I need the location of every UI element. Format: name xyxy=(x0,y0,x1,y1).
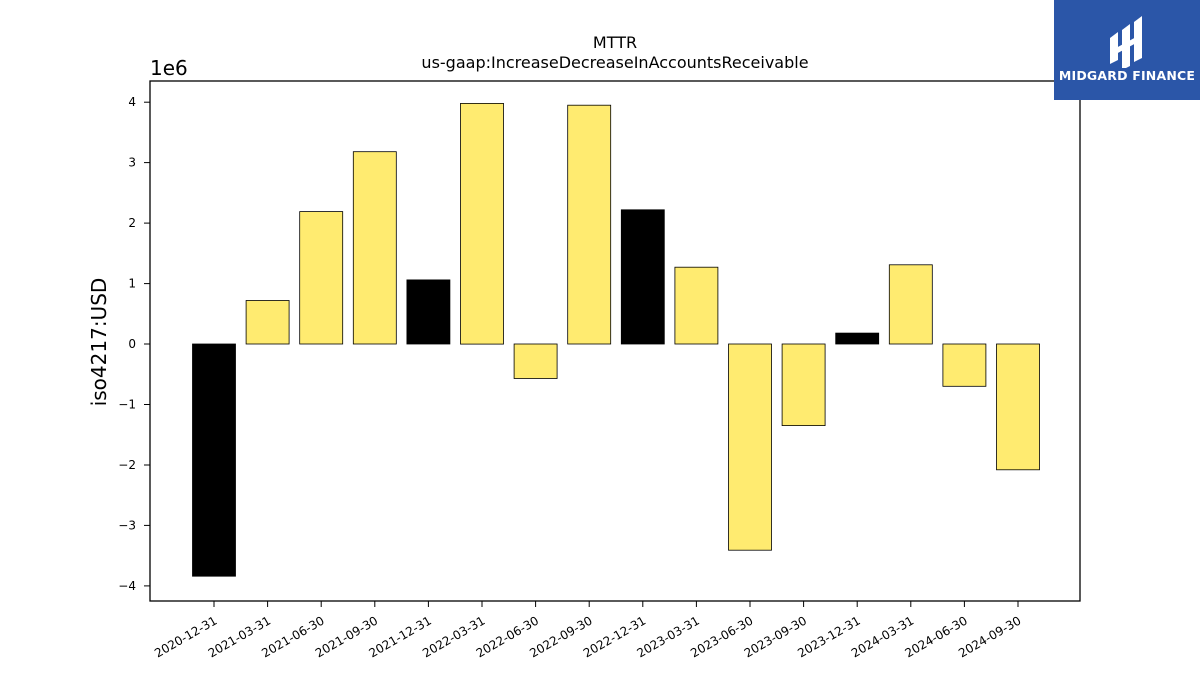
bars-group xyxy=(192,103,1040,577)
bar-2024-09-30 xyxy=(996,343,1040,471)
plot-frame xyxy=(149,80,1081,602)
y-tick-label: −4 xyxy=(118,579,136,593)
midgard-finance-logo: MIDGARD FINANCE xyxy=(1054,0,1200,100)
logo-text: MIDGARD FINANCE xyxy=(1058,68,1196,83)
bar-2021-12-31 xyxy=(406,279,451,345)
y-axis-label: iso4217:USD xyxy=(87,278,111,407)
logo-mark-icon xyxy=(1110,16,1142,68)
y-scale-label: 1e6 xyxy=(150,56,188,80)
bar-2022-03-31 xyxy=(460,103,504,345)
chart-title: MTTR xyxy=(593,33,637,52)
y-tick-label: −3 xyxy=(118,518,136,532)
bar-2024-06-30 xyxy=(942,343,987,387)
bar-2023-03-31 xyxy=(674,266,719,345)
bar-2021-06-30 xyxy=(299,211,344,345)
bar-2021-09-30 xyxy=(352,151,397,345)
y-tick-label: −1 xyxy=(118,398,136,412)
x-ticks-group: 2020-12-312021-03-312021-06-302021-09-30… xyxy=(152,601,1024,660)
bar-2023-12-31 xyxy=(835,332,880,345)
bar-2020-12-31 xyxy=(192,343,236,577)
y-tick-label: 2 xyxy=(128,216,136,230)
y-tick-label: −2 xyxy=(118,458,136,472)
y-ticks-group: −4 −3 −2 −1 0 1 2 3 4 xyxy=(118,95,150,593)
bar-2023-06-30 xyxy=(728,343,772,551)
y-tick-label: 0 xyxy=(128,337,136,351)
y-tick-label: 4 xyxy=(128,95,136,109)
bar-2022-09-30 xyxy=(567,104,612,345)
y-tick-label: 1 xyxy=(128,277,136,291)
y-tick-label: 3 xyxy=(128,156,136,170)
bar-2022-12-31 xyxy=(620,209,665,345)
chart-subtitle: us-gaap:IncreaseDecreaseInAccountsReceiv… xyxy=(421,53,808,72)
bar-2021-03-31 xyxy=(245,300,290,345)
bar-2023-09-30 xyxy=(781,343,826,426)
bar-2024-03-31 xyxy=(888,264,933,345)
bar-2022-06-30 xyxy=(513,343,558,379)
